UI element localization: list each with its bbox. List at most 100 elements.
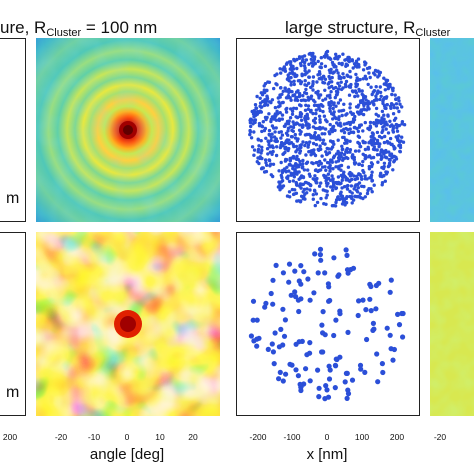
scatter-dot <box>324 202 328 206</box>
scatter-dot <box>391 112 396 116</box>
scatter-dot <box>309 57 313 61</box>
scatter-dot <box>286 261 293 267</box>
scatter-dot <box>372 136 376 141</box>
scatter-dot <box>398 102 402 106</box>
scatter-dot <box>389 154 394 158</box>
scatter-dot <box>399 310 405 317</box>
scatter-dot <box>382 161 387 165</box>
scatter-dot <box>311 75 316 79</box>
scatter-dot <box>313 203 317 208</box>
scatter-dot <box>272 86 276 91</box>
scatter-dot <box>391 88 395 93</box>
scatter-panel-top <box>236 38 420 222</box>
scatter-dot <box>311 54 315 59</box>
scatter-dot <box>299 118 304 123</box>
scatter-dot <box>323 77 328 81</box>
scatter-dot <box>364 336 370 343</box>
scatter-dot <box>252 115 256 119</box>
scatter-dot <box>324 179 328 183</box>
scatter-dot <box>259 139 263 143</box>
scatter-dot <box>265 163 269 167</box>
scatter-dot <box>297 56 302 60</box>
scatter-dot <box>263 115 268 120</box>
scatter-dot <box>269 341 275 347</box>
scatter-dot <box>359 100 363 105</box>
scatter-dot <box>321 126 325 130</box>
scatter-dot <box>300 166 304 170</box>
scatter-dot <box>332 103 336 107</box>
scatter-dot <box>362 107 367 112</box>
scatter-dot <box>273 139 277 143</box>
scatter-dot <box>248 333 254 339</box>
scatter-dot <box>285 119 290 124</box>
scatter-dot <box>384 82 388 87</box>
scatter-dot <box>344 79 349 84</box>
scatter-dot <box>263 82 268 86</box>
scatter-dot <box>331 124 336 129</box>
scatter-dot <box>328 139 333 143</box>
scatter-dot <box>253 103 258 107</box>
scatter-dot <box>334 85 338 90</box>
scatter-dot <box>283 124 287 128</box>
scatter-dot <box>363 174 367 178</box>
scatter-dot <box>328 109 332 113</box>
scatter-dot <box>363 157 367 161</box>
scatter-dot <box>372 183 376 187</box>
scatter-dot <box>345 150 350 154</box>
scatter-dot <box>374 112 378 117</box>
scatter-dot <box>388 119 392 124</box>
scatter-dot <box>311 193 315 197</box>
scatter-dot <box>358 366 364 372</box>
scatter-dot <box>257 121 262 126</box>
scatter-dot <box>267 158 272 163</box>
scatter-dot <box>375 153 380 157</box>
scatter-dot <box>288 292 294 298</box>
angle-tick-5: 20 <box>188 432 198 442</box>
scatter-dot <box>293 169 297 173</box>
scatter-dot <box>313 174 317 178</box>
scatter-dot <box>383 134 387 139</box>
scatter-dot <box>357 89 362 93</box>
scatter-dot <box>307 340 313 346</box>
scatter-dot <box>289 75 293 80</box>
scatter-dot <box>251 122 255 126</box>
intensity-map-top <box>36 38 220 222</box>
scatter-dot <box>332 385 338 391</box>
scatter-dot <box>351 66 355 70</box>
scatter-dot <box>287 78 291 83</box>
scatter-dot <box>288 116 293 120</box>
scatter-dot <box>252 130 256 134</box>
scatter-dot <box>345 270 351 276</box>
scatter-dot <box>322 114 327 118</box>
scatter-dot <box>307 123 311 127</box>
scatter-dot <box>387 82 391 87</box>
scatter-dot <box>270 301 276 307</box>
scatter-dot <box>274 82 278 86</box>
scatter-dot <box>265 103 270 107</box>
scatter-dot <box>258 104 262 109</box>
scatter-dot <box>338 98 343 102</box>
scatter-dot <box>353 94 357 99</box>
scatter-dot <box>294 115 298 119</box>
scatter-dot <box>362 101 366 105</box>
scatter-dot <box>316 394 322 400</box>
scatter-dot <box>305 114 309 118</box>
scatter-dot <box>290 109 295 114</box>
scatter-dot <box>349 82 353 87</box>
scatter-dot <box>333 56 337 61</box>
scatter-dot <box>377 144 381 149</box>
scatter-dot <box>353 177 357 182</box>
scatter-dot <box>268 164 272 168</box>
scatter-dot <box>389 142 393 147</box>
scatter-dot <box>330 159 334 163</box>
scatter-dot <box>380 174 384 179</box>
scatter-dot <box>342 152 347 157</box>
scatter-dot <box>366 188 370 193</box>
scatter-dot <box>308 174 312 178</box>
scatter-dot <box>387 332 393 338</box>
scatter-dot <box>278 95 282 99</box>
scatter-dot <box>358 192 362 196</box>
scatter-dot <box>310 84 315 88</box>
scatter-dot <box>304 141 309 145</box>
scatter-dot <box>309 183 313 187</box>
